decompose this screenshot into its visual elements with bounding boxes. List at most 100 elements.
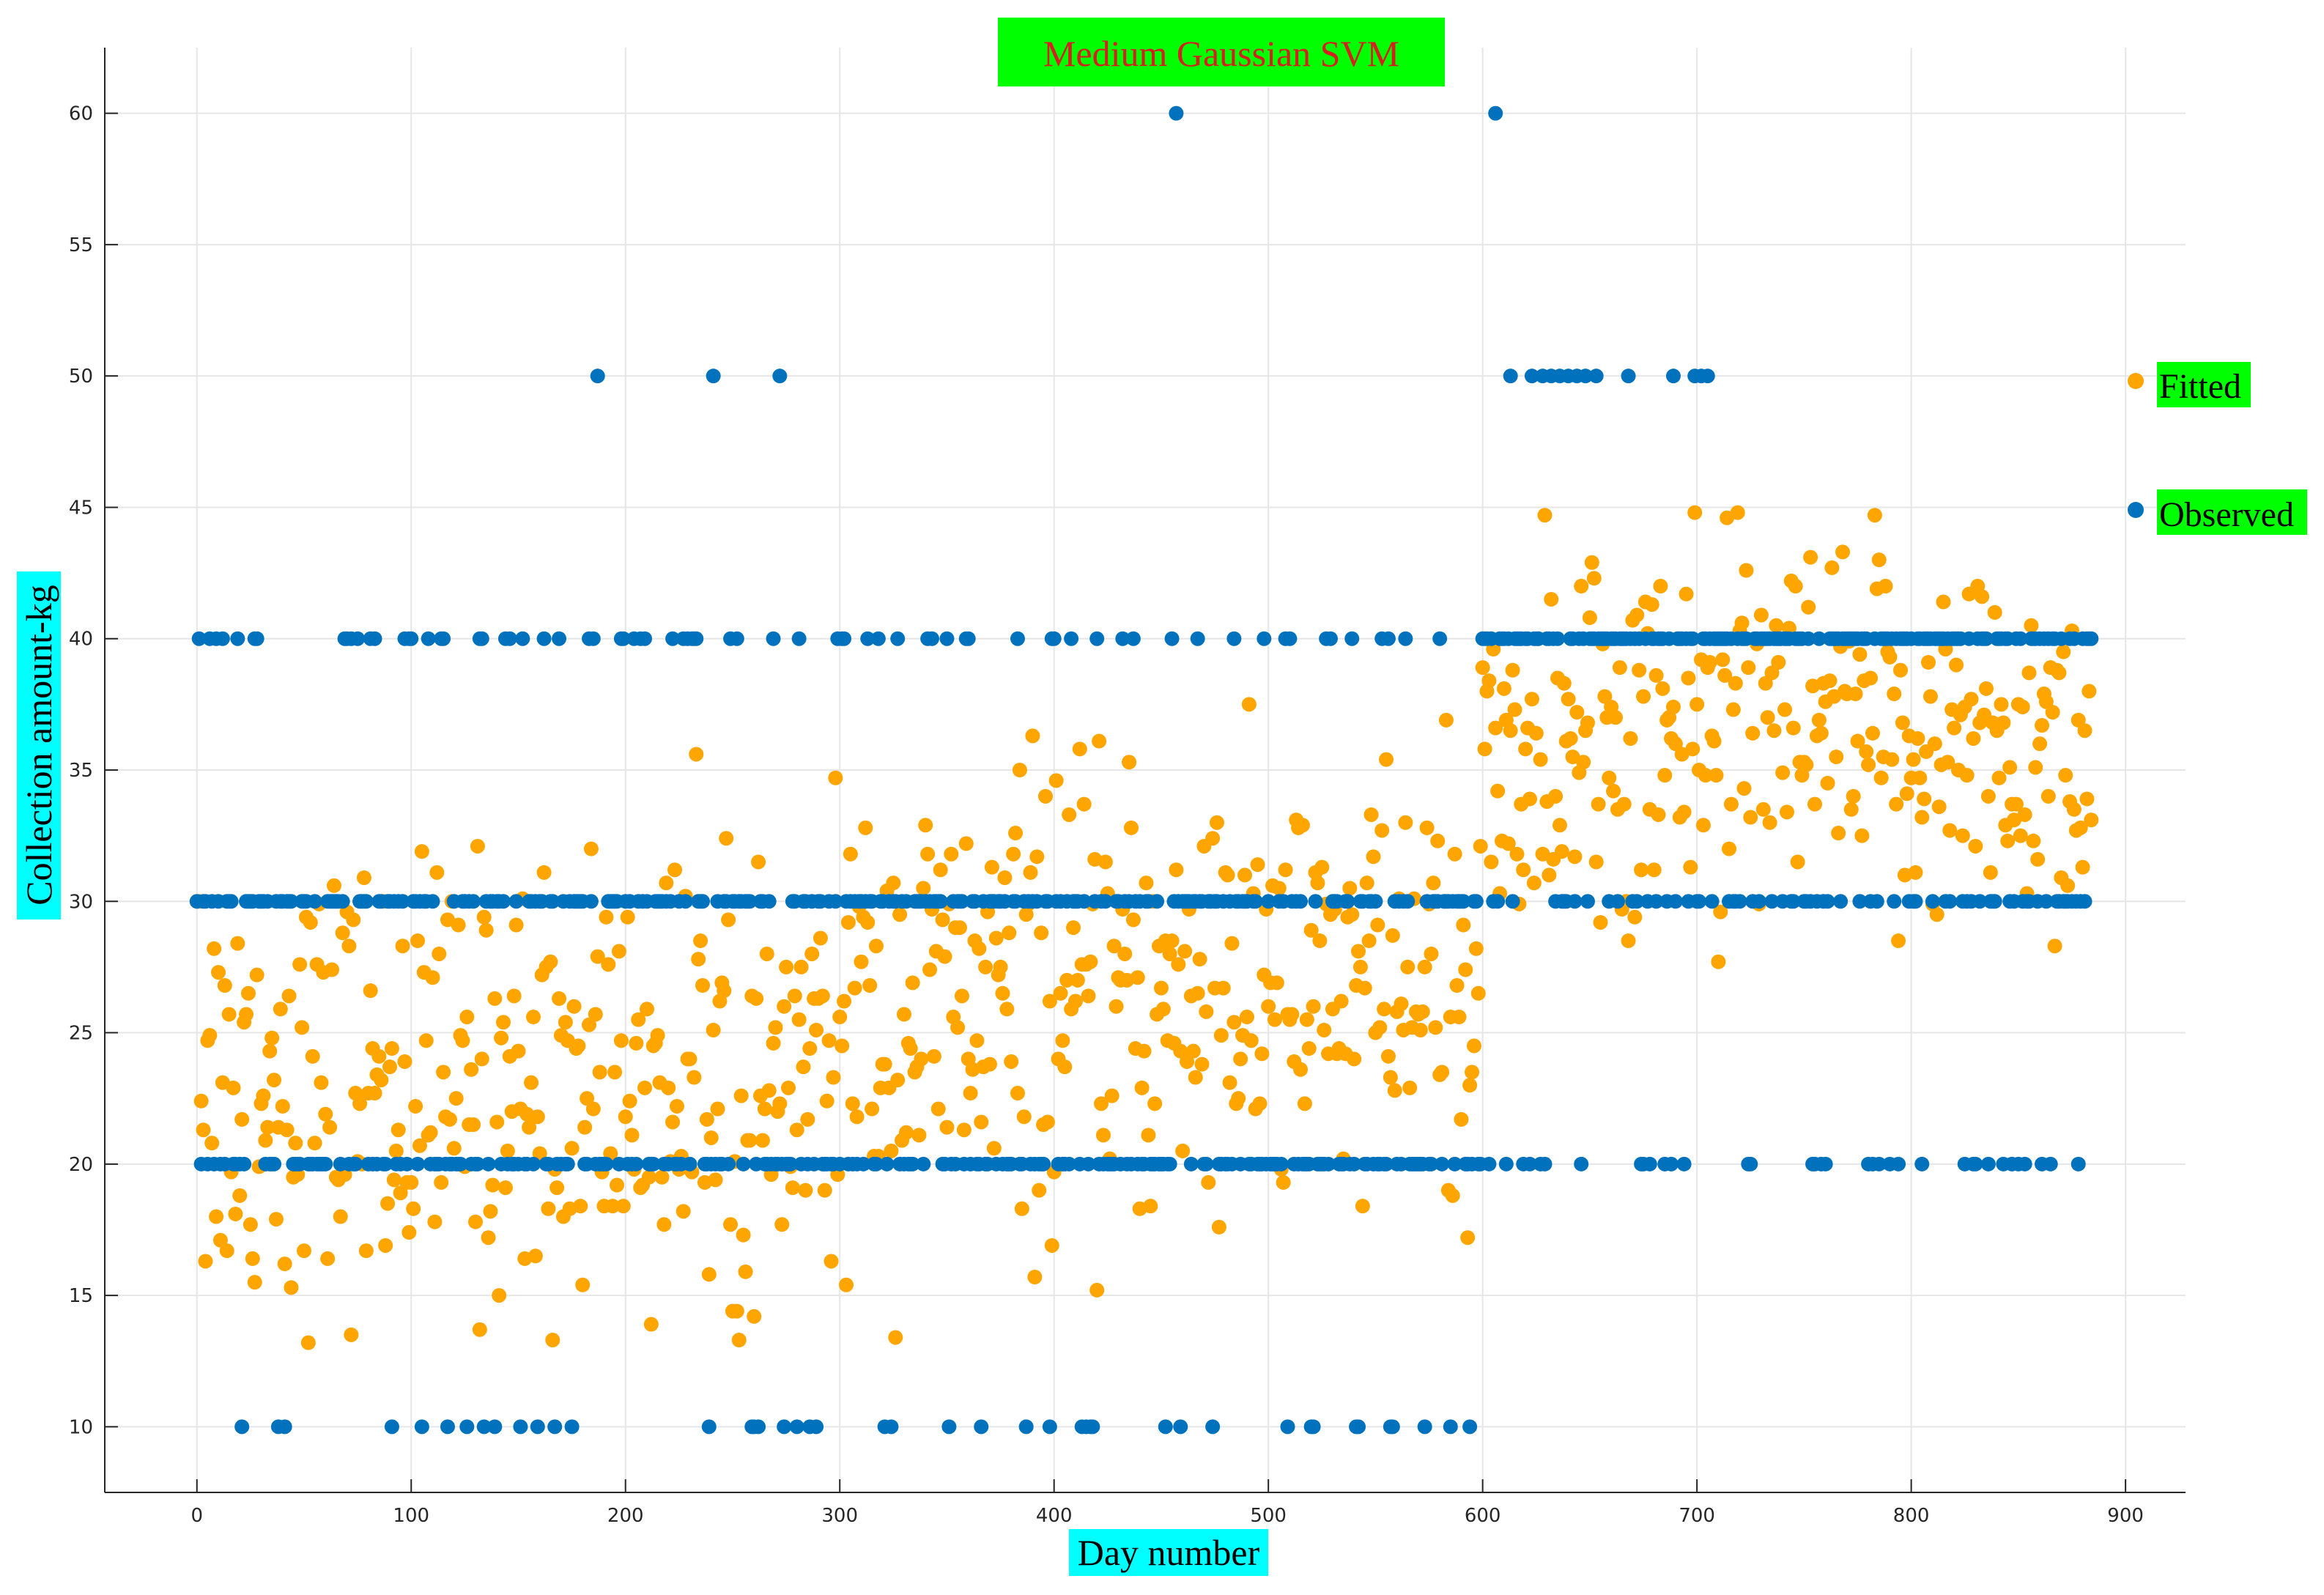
observed-point — [513, 1419, 528, 1435]
legend-fitted-label: Fitted — [2159, 367, 2241, 406]
observed-point — [1801, 631, 1816, 646]
fitted-point — [1722, 841, 1737, 856]
fitted-point — [341, 939, 357, 954]
fitted-point — [1237, 867, 1253, 883]
observed-point — [1443, 1419, 1458, 1435]
fitted-point — [582, 1017, 597, 1032]
fitted-point — [1357, 980, 1372, 996]
fitted-point — [2015, 699, 2030, 714]
fitted-point — [793, 959, 809, 974]
fitted-point — [1314, 859, 1330, 875]
fitted-point — [1843, 802, 1859, 817]
fitted-point — [1717, 667, 1733, 683]
observed-point — [678, 894, 693, 909]
fitted-point — [1725, 702, 1741, 717]
fitted-point — [226, 1080, 241, 1095]
fitted-point — [530, 1109, 545, 1125]
fitted-point — [1398, 815, 1413, 830]
fitted-point — [425, 970, 440, 985]
fitted-point — [1057, 1059, 1073, 1075]
observed-point — [1380, 631, 1396, 646]
fitted-point — [601, 957, 616, 972]
fitted-point — [939, 1120, 955, 1135]
fitted-point — [1634, 862, 1649, 878]
fitted-point — [710, 1101, 725, 1117]
fitted-point — [599, 909, 614, 925]
fitted-point — [434, 1174, 449, 1190]
fitted-point — [2070, 712, 2086, 728]
fitted-point — [1711, 954, 1726, 969]
fitted-point — [613, 1033, 629, 1048]
observed-point — [1064, 631, 1079, 646]
fitted-point — [849, 1109, 865, 1125]
fitted-point — [969, 1033, 985, 1048]
fitted-point — [404, 1174, 419, 1190]
fitted-point — [300, 1335, 316, 1350]
x-tick-label: 500 — [1250, 1505, 1287, 1527]
fitted-point — [629, 1035, 644, 1051]
fitted-point — [247, 1275, 262, 1290]
observed-point — [1574, 1156, 1589, 1172]
fitted-point — [1846, 788, 1861, 804]
fitted-point — [1299, 1012, 1314, 1027]
x-tick-label: 200 — [607, 1505, 644, 1527]
fitted-point — [922, 962, 938, 977]
fitted-point — [1372, 1020, 1388, 1035]
fitted-point — [1070, 972, 1085, 988]
fitted-point — [1687, 505, 1703, 520]
fitted-point — [1276, 1174, 1291, 1190]
fitted-point — [358, 1243, 374, 1259]
observed-point — [890, 631, 906, 646]
fitted-point — [371, 1048, 387, 1064]
fitted-point — [759, 946, 774, 961]
fitted-point — [1859, 744, 1874, 759]
fitted-point — [757, 1101, 772, 1117]
fitted-point — [511, 1043, 526, 1059]
fitted-point — [963, 1086, 978, 1101]
y-tick-label: 45 — [69, 497, 93, 519]
fitted-point — [622, 1093, 637, 1109]
observed-point — [590, 369, 605, 384]
fitted-point — [1136, 1043, 1152, 1059]
fitted-point — [1753, 607, 1769, 623]
fitted-point — [828, 770, 843, 785]
fitted-point — [742, 1133, 758, 1148]
fitted-point — [427, 1214, 443, 1229]
fitted-point — [436, 1065, 451, 1080]
observed-point — [1036, 1156, 1051, 1172]
observed-point — [924, 631, 939, 646]
fitted-point — [470, 838, 485, 854]
fitted-point — [1621, 933, 1636, 949]
fitted-point — [232, 1188, 248, 1203]
fitted-point — [1632, 662, 1647, 678]
observed-point — [1379, 1156, 1394, 1172]
fitted-point — [1352, 959, 1368, 974]
observed-point — [1042, 1419, 1057, 1435]
fitted-point — [845, 1096, 860, 1111]
fitted-point — [903, 1041, 918, 1056]
observed-point — [440, 1419, 455, 1435]
fitted-point — [656, 1217, 672, 1232]
observed-point — [1550, 631, 1566, 646]
fitted-point — [1402, 1080, 1418, 1095]
fitted-point — [393, 1185, 408, 1201]
fitted-point — [1871, 552, 1887, 568]
fitted-point — [1153, 980, 1169, 996]
fitted-point — [1426, 876, 1441, 891]
fitted-point — [1301, 1041, 1317, 1056]
observed-point — [1280, 1419, 1295, 1435]
fitted-point — [1092, 733, 1107, 749]
fitted-point — [1623, 730, 1638, 746]
fitted-point — [1766, 723, 1782, 739]
fitted-point — [1438, 712, 1454, 728]
fitted-point — [918, 818, 933, 833]
fitted-point — [813, 930, 828, 946]
fitted-point — [1254, 1046, 1270, 1062]
fitted-point — [911, 1128, 927, 1143]
fitted-point — [1936, 594, 1951, 610]
fitted-point — [719, 831, 734, 846]
fitted-point — [1764, 665, 1780, 681]
observed-point — [583, 894, 599, 909]
fitted-point — [412, 1138, 427, 1153]
observed-point — [436, 631, 451, 646]
